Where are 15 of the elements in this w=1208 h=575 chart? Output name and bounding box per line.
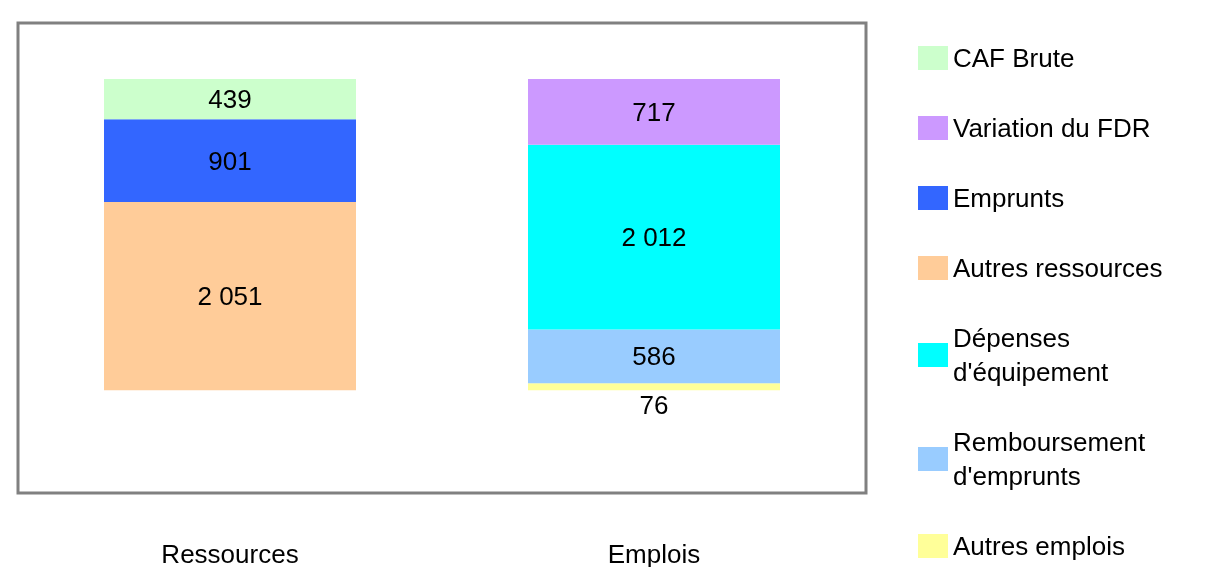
data-label: 439: [208, 84, 252, 115]
legend-label: Dépenses d'équipement: [953, 323, 1110, 387]
legend-label: CAF Brute: [953, 43, 1075, 73]
data-label: 717: [632, 96, 676, 127]
legend-label: Remboursement d'emprunts: [953, 427, 1153, 491]
legend-label: Autres emplois: [953, 531, 1125, 561]
data-label: 76: [639, 390, 669, 421]
x-tick-label: Ressources: [161, 539, 299, 569]
legend-label: Variation du FDR: [953, 113, 1151, 143]
data-label: 586: [632, 341, 676, 372]
data-label: 2 051: [197, 281, 263, 312]
data-label: 901: [208, 145, 252, 176]
data-label: 2 012: [621, 222, 687, 253]
legend-label: Emprunts: [953, 183, 1065, 213]
legend-label: Autres ressources: [953, 253, 1163, 283]
